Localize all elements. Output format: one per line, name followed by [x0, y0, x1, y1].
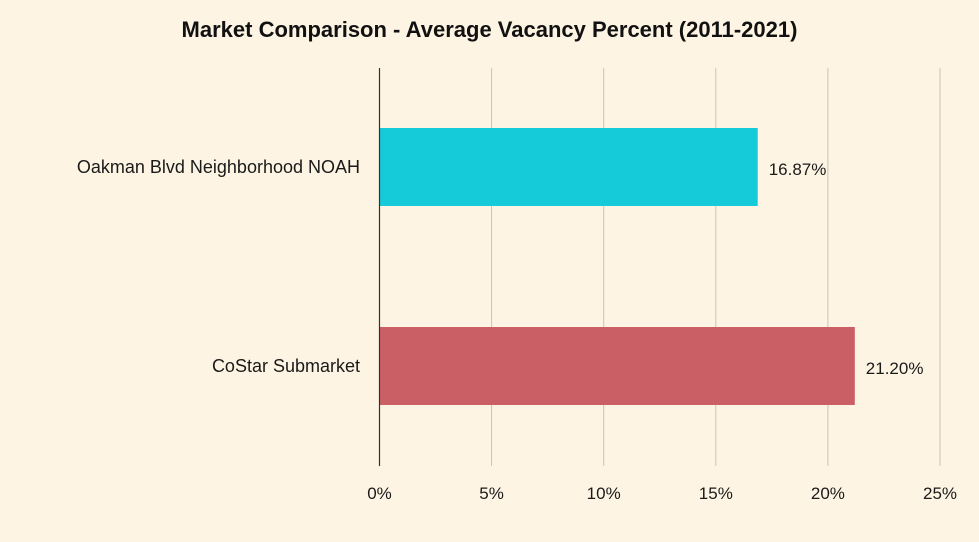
- category-label: CoStar Submarket: [212, 356, 360, 376]
- category-labels: Oakman Blvd Neighborhood NOAH CoStar Subm…: [77, 157, 360, 376]
- x-tick-label: 15%: [699, 484, 733, 503]
- x-tick-label: 0%: [367, 484, 392, 503]
- bars: [379, 128, 855, 405]
- bar: [379, 327, 855, 405]
- data-label: 16.87%: [769, 160, 827, 179]
- bar: [379, 128, 758, 206]
- category-label: Oakman Blvd Neighborhood NOAH: [77, 157, 360, 177]
- x-tick-label: 20%: [811, 484, 845, 503]
- x-tick-labels: 0% 5% 10% 15% 20% 25%: [367, 484, 957, 503]
- chart-title: Market Comparison - Average Vacancy Perc…: [182, 17, 798, 42]
- x-tick-label: 5%: [479, 484, 504, 503]
- data-labels: 16.87% 21.20%: [769, 160, 924, 378]
- x-tick-label: 25%: [923, 484, 957, 503]
- grid-lines: [491, 68, 941, 466]
- x-tick-label: 10%: [587, 484, 621, 503]
- data-label: 21.20%: [866, 359, 924, 378]
